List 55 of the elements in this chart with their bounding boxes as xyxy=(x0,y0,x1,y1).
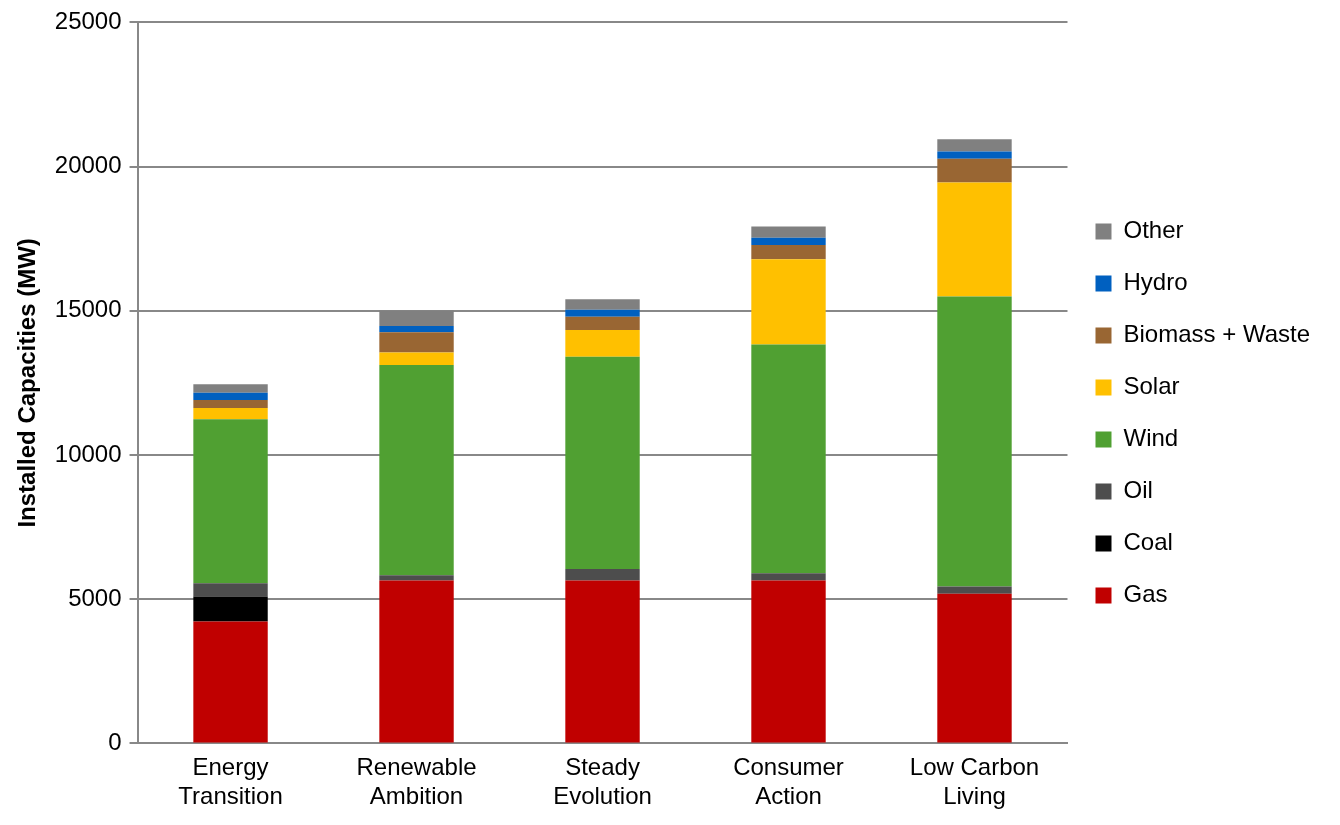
bar xyxy=(751,580,826,743)
bar xyxy=(751,237,826,246)
bar xyxy=(565,580,640,743)
bar xyxy=(937,158,1012,183)
legend-label: Wind xyxy=(1123,424,1179,452)
legend-label: Hydro xyxy=(1123,268,1188,296)
bar xyxy=(565,568,640,581)
bar xyxy=(937,151,1012,159)
bar xyxy=(193,596,268,622)
legend-label: Oil xyxy=(1123,476,1153,504)
bar xyxy=(379,365,454,576)
bar xyxy=(379,332,454,353)
legend-label: Coal xyxy=(1123,528,1173,556)
bar xyxy=(193,384,268,393)
bar xyxy=(565,309,640,317)
bar xyxy=(193,392,268,400)
bar xyxy=(751,226,826,238)
legend-label: Biomass + Waste xyxy=(1123,320,1311,348)
y-tick-label: 5000 xyxy=(68,583,122,611)
bar xyxy=(751,344,826,574)
y-tick-label: 10000 xyxy=(54,439,122,467)
bar xyxy=(937,139,1012,152)
bar xyxy=(193,407,268,420)
bar xyxy=(751,573,826,581)
bar xyxy=(937,182,1012,297)
bar xyxy=(937,296,1012,587)
bar xyxy=(565,330,640,357)
y-axis-title: Installed Capacities (MW) xyxy=(13,238,41,528)
bar xyxy=(937,586,1012,594)
bar xyxy=(193,621,268,743)
bar xyxy=(379,575,454,581)
y-tick-label: 15000 xyxy=(54,295,122,323)
x-tick-label: Renewable Ambition xyxy=(356,753,477,810)
bar xyxy=(565,356,640,569)
bar xyxy=(565,299,640,310)
bar xyxy=(751,259,826,345)
bar xyxy=(379,580,454,743)
x-tick-label: Steady Evolution xyxy=(553,753,652,810)
bar xyxy=(937,593,1012,743)
legend-label: Solar xyxy=(1123,372,1180,400)
bar xyxy=(193,399,268,408)
y-tick-label: 25000 xyxy=(54,7,122,35)
bar xyxy=(193,419,268,584)
bar xyxy=(565,316,640,331)
x-tick-label: Low Carbon Living xyxy=(909,753,1040,810)
bar xyxy=(193,583,268,597)
bar xyxy=(379,352,454,366)
x-tick-label: Energy Transition xyxy=(178,753,283,810)
bar xyxy=(379,326,454,333)
bar xyxy=(751,245,826,260)
y-tick-label: 0 xyxy=(108,728,122,756)
x-tick-label: Consumer Action xyxy=(733,753,844,810)
y-tick-label: 20000 xyxy=(54,151,122,179)
legend-label: Gas xyxy=(1123,580,1168,608)
legend-label: Other xyxy=(1123,216,1184,244)
